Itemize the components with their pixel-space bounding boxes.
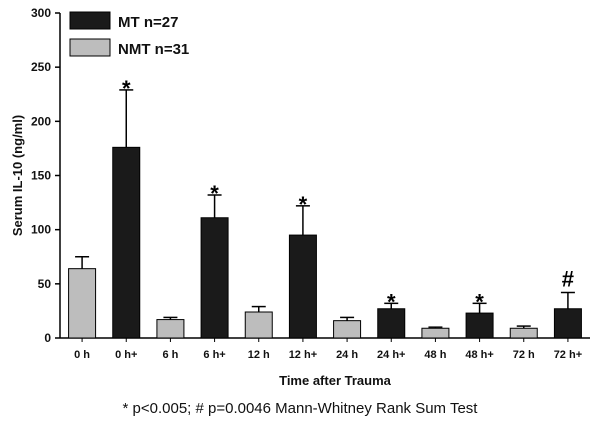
bar [288,234,317,339]
x-tick-label: 48 h [424,349,446,361]
y-tick-label: 50 [38,277,52,291]
bar [200,217,229,339]
x-tick-label: 72 h [513,349,535,361]
y-axis-title: Serum IL-10 (ng/ml) [10,115,25,236]
bar [509,327,538,339]
bar [156,319,185,339]
x-tick-label: 0 h+ [115,349,137,361]
significance-marker: # [562,267,574,292]
y-tick-label: 100 [31,223,51,237]
bar [465,312,494,339]
x-tick-label: 6 h+ [203,349,225,361]
y-tick-label: 0 [44,331,51,345]
x-tick-label: 0 h [74,349,90,361]
x-tick-label: 24 h+ [377,349,405,361]
x-axis-title: Time after Trauma [279,373,392,388]
bar [553,308,582,339]
y-tick-label: 300 [31,6,51,20]
x-tick-label: 24 h [336,349,358,361]
x-tick-label: 6 h [162,349,178,361]
x-tick-label: 72 h+ [554,349,582,361]
significance-marker: * [387,289,396,314]
bar [421,327,450,339]
bar [68,268,97,339]
legend-label-nmt: NMT n=31 [118,41,189,58]
y-tick-label: 250 [31,60,51,74]
bar [377,308,406,339]
bar [333,320,362,339]
footnote: * p<0.005; # p=0.0046 Mann-Whitney Rank … [122,400,478,417]
significance-marker: * [210,181,219,206]
y-tick-label: 150 [31,169,51,183]
significance-marker: * [475,289,484,314]
bar [244,311,273,339]
significance-marker: * [122,76,131,101]
legend-swatch-nmt [69,38,111,57]
legend-swatch-mt [69,11,111,30]
y-tick-label: 200 [31,114,51,128]
x-tick-label: 12 h [248,349,270,361]
bar [112,146,141,339]
legend-label-mt: MT n=27 [118,14,178,31]
x-tick-label: 12 h+ [289,349,317,361]
x-tick-label: 48 h+ [465,349,493,361]
significance-marker: * [299,192,308,217]
